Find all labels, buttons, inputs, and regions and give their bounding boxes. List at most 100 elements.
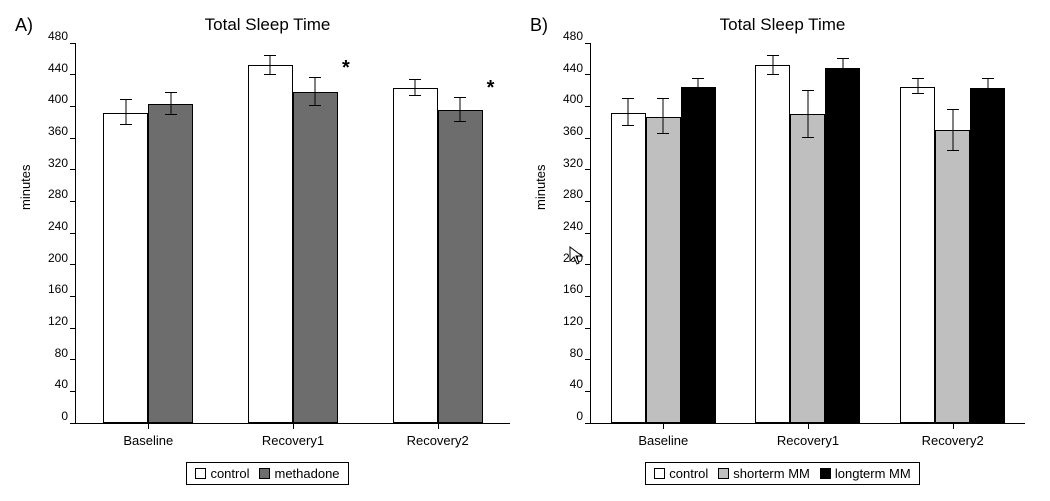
- panel-a: A) Total Sleep Time minutes 040801201602…: [10, 10, 525, 491]
- y-tick-label: 320: [563, 156, 583, 170]
- y-tick-label: 400: [563, 92, 583, 106]
- y-tick-label: 240: [563, 219, 583, 233]
- panel-a-legend-box: control methadone: [186, 462, 348, 485]
- legend-swatch: [654, 468, 665, 479]
- y-tick-label: 360: [48, 124, 68, 138]
- error-cap: [454, 121, 466, 122]
- error-cap: [692, 93, 704, 94]
- legend-label: methadone: [274, 466, 339, 481]
- y-tick-label: 80: [55, 346, 68, 360]
- bar-group: Baseline: [103, 104, 193, 423]
- error-cap: [264, 74, 276, 75]
- error-cap: [982, 97, 994, 98]
- bars-container: Baseline *Recovery1 *Recovery2: [591, 43, 1025, 423]
- error-bar: [842, 59, 843, 78]
- bar: [790, 114, 825, 423]
- error-bar: [628, 99, 629, 126]
- error-cap: [912, 78, 924, 79]
- panel-a-label: A): [15, 15, 33, 36]
- legend-swatch: [259, 468, 270, 479]
- bar-group: *Recovery2: [900, 87, 1005, 423]
- x-tick: [148, 423, 149, 429]
- y-tick-label: 440: [563, 61, 583, 75]
- error-cap: [120, 99, 132, 100]
- error-bar: [698, 79, 699, 95]
- y-tick-label: 440: [48, 61, 68, 75]
- bar-wrap: *: [293, 92, 338, 423]
- error-bar: [772, 56, 773, 75]
- y-tick-label: 200: [48, 251, 68, 265]
- bar-wrap: [393, 88, 438, 423]
- y-tick-label: 240: [48, 219, 68, 233]
- bar-wrap: *: [935, 130, 970, 423]
- x-tick-label: Baseline: [638, 433, 688, 448]
- legend-label: longterm MM: [835, 466, 911, 481]
- bar-group: *Recovery1: [755, 65, 860, 423]
- bar: [293, 92, 338, 423]
- panel-b-label: B): [530, 15, 548, 36]
- error-bar: [917, 79, 918, 95]
- bar-wrap: *: [790, 114, 825, 423]
- error-cap: [947, 150, 959, 151]
- bar-wrap: [900, 87, 935, 423]
- legend-label: shorterm MM: [733, 466, 810, 481]
- error-cap: [692, 78, 704, 79]
- y-tick-label: 160: [48, 282, 68, 296]
- error-cap: [802, 90, 814, 91]
- legend-swatch: [820, 468, 831, 479]
- x-tick: [663, 423, 664, 429]
- error-bar: [415, 80, 416, 96]
- bar: [248, 65, 293, 423]
- bar: [646, 117, 681, 423]
- x-tick: [808, 423, 809, 429]
- error-cap: [982, 78, 994, 79]
- error-cap: [767, 55, 779, 56]
- bar-wrap: [148, 104, 193, 423]
- error-bar: [663, 99, 664, 134]
- error-cap: [947, 109, 959, 110]
- y-tick-label: 320: [48, 156, 68, 170]
- error-cap: [802, 137, 814, 138]
- bar-wrap: [646, 117, 681, 423]
- legend-item: longterm MM: [820, 466, 911, 481]
- error-cap: [912, 93, 924, 94]
- error-bar: [807, 91, 808, 139]
- bar: [103, 113, 148, 423]
- y-tick-label: 40: [55, 377, 68, 391]
- panel-a-title: Total Sleep Time: [10, 15, 525, 35]
- error-cap: [409, 95, 421, 96]
- x-tick-label: Recovery2: [922, 433, 984, 448]
- error-bar: [987, 79, 988, 98]
- x-tick: [293, 423, 294, 429]
- bar: [148, 104, 193, 423]
- error-bar: [952, 110, 953, 151]
- legend-item: control: [195, 466, 249, 481]
- panel-b-ylabel: minutes: [533, 164, 548, 210]
- bars-container: Baseline*Recovery1*Recovery2: [76, 43, 510, 423]
- bar-group: Baseline: [611, 87, 716, 423]
- error-cap: [657, 133, 669, 134]
- bar: [755, 65, 790, 423]
- y-tick-label: 0: [576, 409, 583, 423]
- error-bar: [125, 100, 126, 125]
- bar: [438, 110, 483, 423]
- bar: [393, 88, 438, 423]
- bar-wrap: *: [438, 110, 483, 423]
- error-cap: [409, 79, 421, 80]
- y-tick-label: 120: [48, 314, 68, 328]
- bar: [970, 88, 1005, 423]
- panel-b-title: Total Sleep Time: [525, 15, 1040, 35]
- error-bar: [270, 56, 271, 75]
- y-tick-label: 480: [48, 29, 68, 43]
- y-tick-label: 400: [48, 92, 68, 106]
- bar-wrap: [248, 65, 293, 423]
- y-tick-label: 280: [563, 187, 583, 201]
- error-cap: [454, 97, 466, 98]
- y-tick-label: 360: [563, 124, 583, 138]
- x-tick-label: Recovery2: [407, 433, 469, 448]
- error-cap: [120, 124, 132, 125]
- panel-b-legend: controlshorterm MMlongterm MM: [525, 462, 1040, 485]
- y-tick-label: 80: [570, 346, 583, 360]
- bar: [935, 130, 970, 423]
- legend-label: control: [210, 466, 249, 481]
